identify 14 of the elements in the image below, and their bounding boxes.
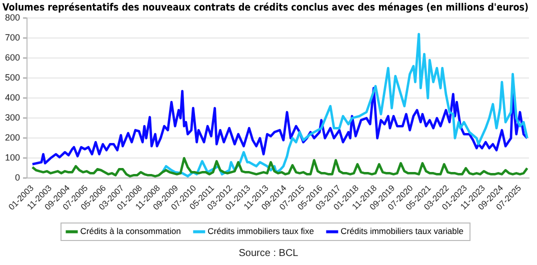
legend-label: Crédits à la consommation <box>80 226 182 236</box>
chart-title: Volumes représentatifs des nouveaux contrats de crédits conclus avec des ménages (en millions d'euros) <box>2 2 529 14</box>
legend-label: Crédits immobiliers taux fixe <box>208 226 314 236</box>
source-note: Source : BCL <box>238 248 300 259</box>
y-tick-label: 0 <box>15 172 20 183</box>
y-tick-label: 200 <box>4 132 20 143</box>
y-tick-label: 100 <box>4 152 20 163</box>
y-tick-label: 300 <box>4 112 20 123</box>
y-tick-label: 500 <box>4 72 20 83</box>
y-tick-label: 400 <box>4 92 20 103</box>
legend-label: Crédits immobiliers taux variable <box>340 226 464 236</box>
y-tick-label: 600 <box>4 52 20 63</box>
y-tick-label: 700 <box>4 32 20 43</box>
y-tick-label: 800 <box>4 12 20 22</box>
